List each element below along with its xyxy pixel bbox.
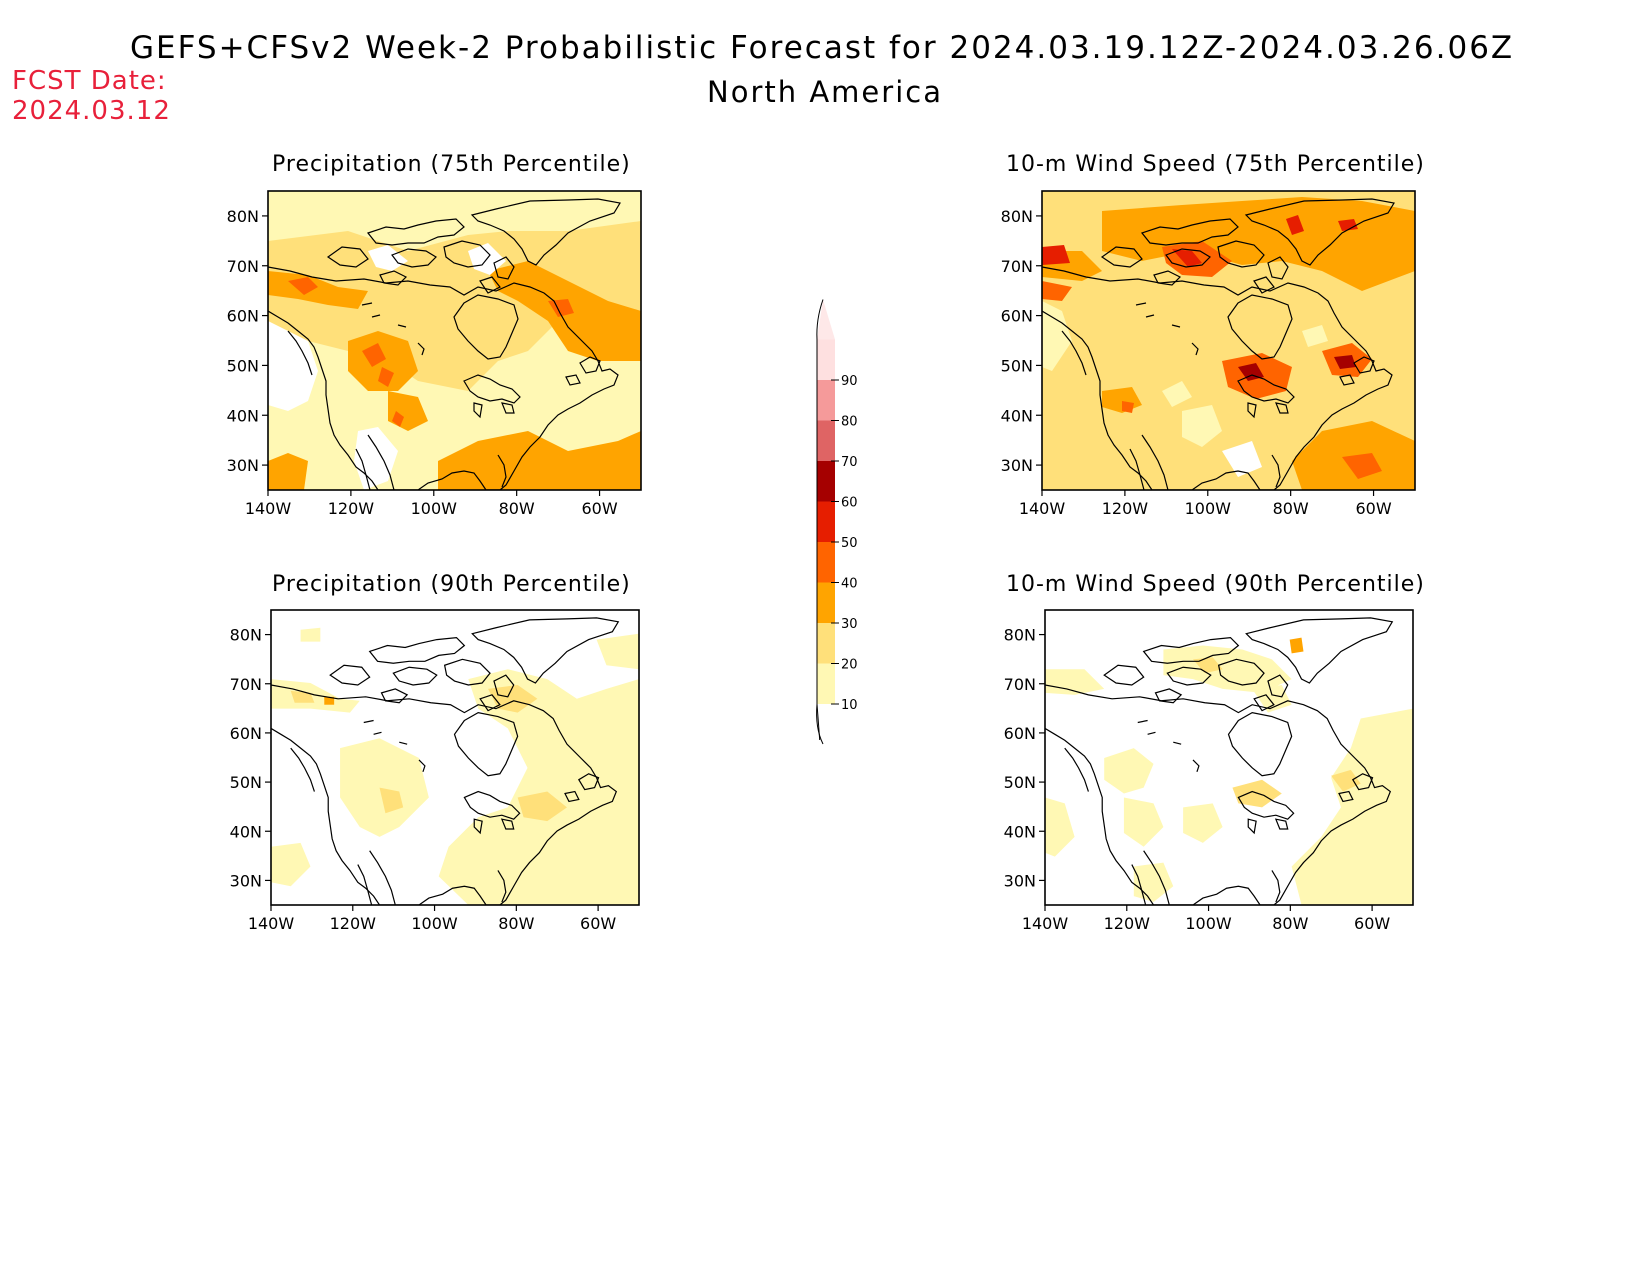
colorbar-swatch	[817, 663, 835, 704]
lat-tick-label: 50N	[1001, 356, 1033, 375]
lat-tick-label: 30N	[227, 456, 259, 475]
lat-tick-label: 50N	[1004, 773, 1036, 792]
colorbar-tick-label: 50	[841, 536, 858, 551]
lon-tick-label: 80W	[498, 914, 534, 933]
lat-tick-label: 30N	[1004, 871, 1036, 890]
lon-tick-label: 140W	[1019, 499, 1066, 518]
lat-tick-label: 70N	[227, 257, 259, 276]
lat-tick-label: 80N	[227, 207, 259, 226]
colorbar-tick-label: 90	[841, 374, 858, 389]
field-wind90	[1045, 610, 1413, 906]
lon-tick-label: 120W	[328, 499, 375, 518]
map-frame	[270, 609, 640, 906]
field-wind75	[1042, 191, 1415, 490]
colorbar-swatch	[817, 380, 835, 421]
lat-tick-label: 60N	[227, 307, 259, 326]
lon-tick-label: 120W	[1104, 914, 1151, 933]
lon-tick-label: 140W	[245, 499, 292, 518]
lat-tick-label: 50N	[230, 773, 262, 792]
lat-tick-label: 80N	[1001, 207, 1033, 226]
panel-title-wind75: 10-m Wind Speed (75th Percentile)	[1006, 152, 1425, 177]
lat-tick-label: 40N	[1004, 822, 1036, 841]
colorbar-tick-label: 20	[841, 658, 858, 673]
field-precip75	[268, 191, 641, 490]
colorbar-tick-label: 70	[841, 455, 858, 470]
field-precip90	[271, 610, 639, 906]
lon-tick-label: 60W	[1355, 499, 1391, 518]
fcst-date-label: FCST Date:	[12, 66, 167, 96]
fcst-date-block: FCST Date: 2024.03.12	[12, 66, 171, 126]
lon-tick-label: 100W	[411, 499, 458, 518]
lon-tick-label: 80W	[1272, 914, 1308, 933]
colorbar-swatch	[817, 501, 835, 542]
lat-tick-label: 60N	[1004, 724, 1036, 743]
panel-title-wind90: 10-m Wind Speed (90th Percentile)	[1006, 572, 1425, 597]
lat-tick-label: 70N	[1001, 257, 1033, 276]
colorbar-tick-label: 30	[841, 617, 858, 632]
lat-tick-label: 30N	[1001, 456, 1033, 475]
lon-tick-label: 100W	[1185, 499, 1232, 518]
panel-title-precip90: Precipitation (90th Percentile)	[272, 572, 631, 597]
map-frame	[1044, 609, 1414, 906]
lat-tick-label: 70N	[230, 675, 262, 694]
colorbar-swatch	[817, 461, 835, 502]
map-frame	[1041, 190, 1416, 491]
lon-tick-label: 120W	[330, 914, 377, 933]
lat-tick-label: 30N	[230, 871, 262, 890]
lon-tick-label: 120W	[1102, 499, 1149, 518]
lon-tick-label: 60W	[581, 499, 617, 518]
lat-tick-label: 60N	[230, 724, 262, 743]
map-panel-precip75: 140W 120W 100W 80W 60W 80N 70N 60N 50N 40N 30N	[227, 190, 642, 518]
fcst-date-value: 2024.03.12	[12, 96, 171, 126]
lat-tick-label: 40N	[227, 406, 259, 425]
lat-tick-label: 40N	[1001, 406, 1033, 425]
region-subtitle: North America	[0, 75, 1650, 109]
colorbar-swatch	[817, 582, 835, 623]
colorbar-lower-cap	[816, 703, 821, 741]
lat-tick-label: 40N	[230, 822, 262, 841]
colorbar-swatch	[817, 420, 835, 461]
lon-tick-label: 100W	[411, 914, 458, 933]
colorbar-tick-label: 10	[841, 698, 858, 713]
map-panels: 140W 120W 100W 80W 60W80N70N60N50N40N30N140W…	[227, 190, 1416, 933]
colorbar-tick-label: 60	[841, 496, 858, 511]
forecast-title: GEFS+CFSv2 Week-2 Probabilistic Forecast…	[130, 30, 1515, 66]
lon-tick-label: 80W	[1273, 499, 1309, 518]
colorbar-tick-label: 40	[841, 577, 858, 592]
lat-tick-label: 80N	[230, 626, 262, 645]
colorbar-swatch	[817, 623, 835, 664]
lon-tick-label: 140W	[1022, 914, 1069, 933]
lon-tick-label: 60W	[580, 914, 616, 933]
lat-tick-label: 50N	[227, 356, 259, 375]
colorbar-swatch	[817, 542, 835, 583]
colorbar: 10 20 30 40 50 60 70 80 90	[816, 299, 858, 745]
panel-title-precip75: Precipitation (75th Percentile)	[272, 152, 631, 177]
map-panel-precip90: 140W 120W 100W 80W 60W 80N 70N 60N 50N 40N 30N	[230, 609, 640, 933]
lon-tick-label: 140W	[248, 914, 295, 933]
map-panel-wind75: 140W 120W 100W 80W 60W 80N 70N 60N 50N 40N 30N	[1001, 190, 1416, 518]
lon-tick-label: 100W	[1185, 914, 1232, 933]
colorbar-swatch	[817, 339, 835, 380]
map-panel-wind90: 140W 120W 100W 80W 60W 80N 70N 60N 50N 40N 30N	[1004, 609, 1414, 933]
map-frame	[267, 190, 642, 491]
lat-tick-label: 80N	[1004, 626, 1036, 645]
colorbar-tick-label: 80	[841, 415, 858, 430]
lat-tick-label: 70N	[1004, 675, 1036, 694]
region-label: North America	[707, 75, 943, 109]
lat-tick-label: 60N	[1001, 307, 1033, 326]
lon-tick-label: 80W	[499, 499, 535, 518]
lon-tick-label: 60W	[1354, 914, 1390, 933]
